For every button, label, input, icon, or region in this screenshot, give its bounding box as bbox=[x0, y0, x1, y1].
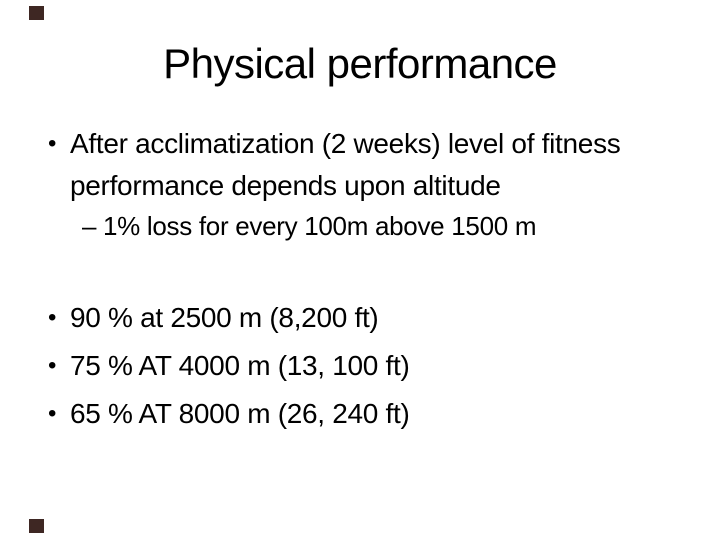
bullet-text: 65 % AT 8000 m (26, 240 ft) bbox=[70, 398, 410, 429]
bullet-text: 90 % at 2500 m (8,200 ft) bbox=[70, 302, 379, 333]
slide-title: Physical performance bbox=[163, 40, 557, 87]
sub-bullet-text: 1% loss for every 100m above 1500 m bbox=[103, 211, 537, 241]
bullet-dot-icon: • bbox=[48, 304, 57, 331]
bullet-item-65-percent: • 65 % AT 8000 m (26, 240 ft) bbox=[48, 390, 688, 438]
bullet-item-75-percent: • 75 % AT 4000 m (13, 100 ft) bbox=[48, 342, 688, 390]
corner-marker-top bbox=[29, 6, 44, 20]
bullet-text: 75 % AT 4000 m (13, 100 ft) bbox=[70, 350, 410, 381]
bullet-dot-icon: • bbox=[48, 400, 57, 427]
bullet-item-90-percent: • 90 % at 2500 m (8,200 ft) bbox=[48, 294, 688, 342]
sub-bullet-item-loss-rate: – 1% loss for every 100m above 1500 m bbox=[82, 209, 682, 243]
bullet-dot-icon: • bbox=[48, 130, 57, 157]
bullet-item-acclimatization: • After acclimatization (2 weeks) level … bbox=[48, 123, 708, 207]
bullet-dot-icon: • bbox=[48, 352, 57, 379]
dash-bullet-icon: – bbox=[82, 211, 97, 241]
corner-marker-bottom bbox=[29, 519, 44, 533]
stat-bullet-group: • 90 % at 2500 m (8,200 ft) • 75 % AT 40… bbox=[48, 294, 688, 438]
bullet-text: After acclimatization (2 weeks) level of… bbox=[70, 128, 621, 201]
